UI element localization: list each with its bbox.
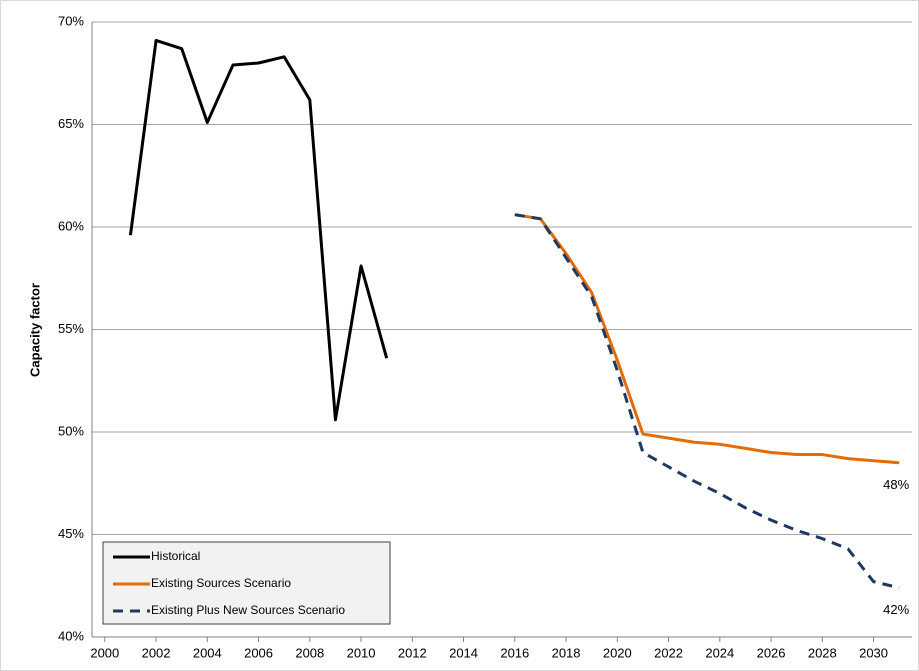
x-tick-label: 2022 xyxy=(654,645,683,660)
y-tick-label: 60% xyxy=(58,218,84,233)
legend-label: Existing Sources Scenario xyxy=(151,576,291,590)
x-tick-label: 2018 xyxy=(552,645,581,660)
y-tick-label: 70% xyxy=(58,13,84,28)
x-tick-label: 2012 xyxy=(398,645,427,660)
x-tick-label: 2010 xyxy=(347,645,376,660)
series-line xyxy=(514,213,900,465)
legend: Historical Existing Sources Scenario Exist… xyxy=(102,541,391,625)
x-tick-label: 2020 xyxy=(603,645,632,660)
x-tick-label: 2016 xyxy=(500,645,529,660)
x-tick-label: 2000 xyxy=(90,645,119,660)
legend-label: Existing Plus New Sources Scenario xyxy=(151,603,345,617)
legend-box xyxy=(102,541,391,625)
legend-label: Historical xyxy=(151,549,200,563)
x-tick-label: 2002 xyxy=(142,645,171,660)
x-tick-label: 2030 xyxy=(859,645,888,660)
x-tick-label: 2024 xyxy=(705,645,734,660)
y-tick-label: 50% xyxy=(58,423,84,438)
x-tick-label: 2026 xyxy=(757,645,786,660)
x-tick-label: 2008 xyxy=(295,645,324,660)
series-line xyxy=(128,38,389,422)
y-axis-label: Capacity factor xyxy=(27,283,42,377)
y-tick-label: 55% xyxy=(58,321,84,336)
series-line xyxy=(514,213,900,590)
annotation: 48% xyxy=(883,477,909,492)
x-tick-label: 2014 xyxy=(449,645,478,660)
y-tick-label: 65% xyxy=(58,116,84,131)
x-tick-label: 2006 xyxy=(244,645,273,660)
annotation: 42% xyxy=(883,602,909,617)
y-tick-label: 45% xyxy=(58,526,84,541)
x-tick-label: 2004 xyxy=(193,645,222,660)
y-tick-label: 40% xyxy=(58,628,84,643)
x-tick-label: 2028 xyxy=(808,645,837,660)
